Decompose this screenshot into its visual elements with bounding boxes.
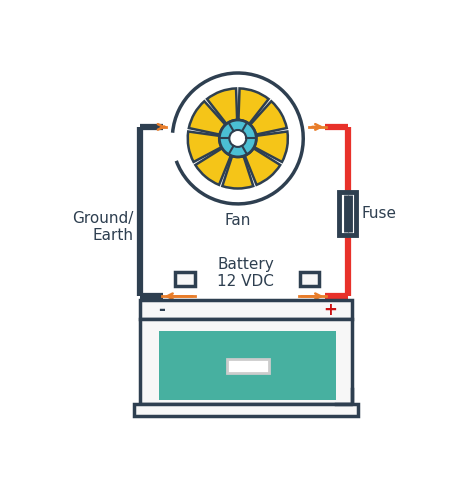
Text: +: +: [323, 301, 337, 319]
Text: Fan: Fan: [224, 213, 250, 228]
Text: Ground/
Earth: Ground/ Earth: [72, 211, 133, 243]
Wedge shape: [244, 148, 280, 185]
Bar: [159, 331, 336, 400]
Circle shape: [229, 130, 246, 147]
Wedge shape: [206, 88, 237, 124]
Bar: [339, 192, 356, 235]
Bar: [133, 404, 357, 416]
Wedge shape: [250, 101, 286, 134]
Wedge shape: [188, 101, 225, 134]
Bar: [300, 273, 319, 286]
Wedge shape: [222, 156, 253, 189]
Wedge shape: [238, 88, 268, 124]
Wedge shape: [254, 132, 287, 162]
Bar: [226, 359, 269, 372]
Wedge shape: [195, 148, 231, 185]
Circle shape: [219, 120, 256, 157]
Text: Fuse: Fuse: [361, 206, 396, 221]
Bar: [175, 273, 194, 286]
Text: -: -: [158, 301, 165, 319]
Bar: [140, 300, 351, 319]
Text: Battery
12 VDC: Battery 12 VDC: [217, 257, 274, 289]
Wedge shape: [188, 132, 221, 162]
Bar: [140, 319, 351, 404]
